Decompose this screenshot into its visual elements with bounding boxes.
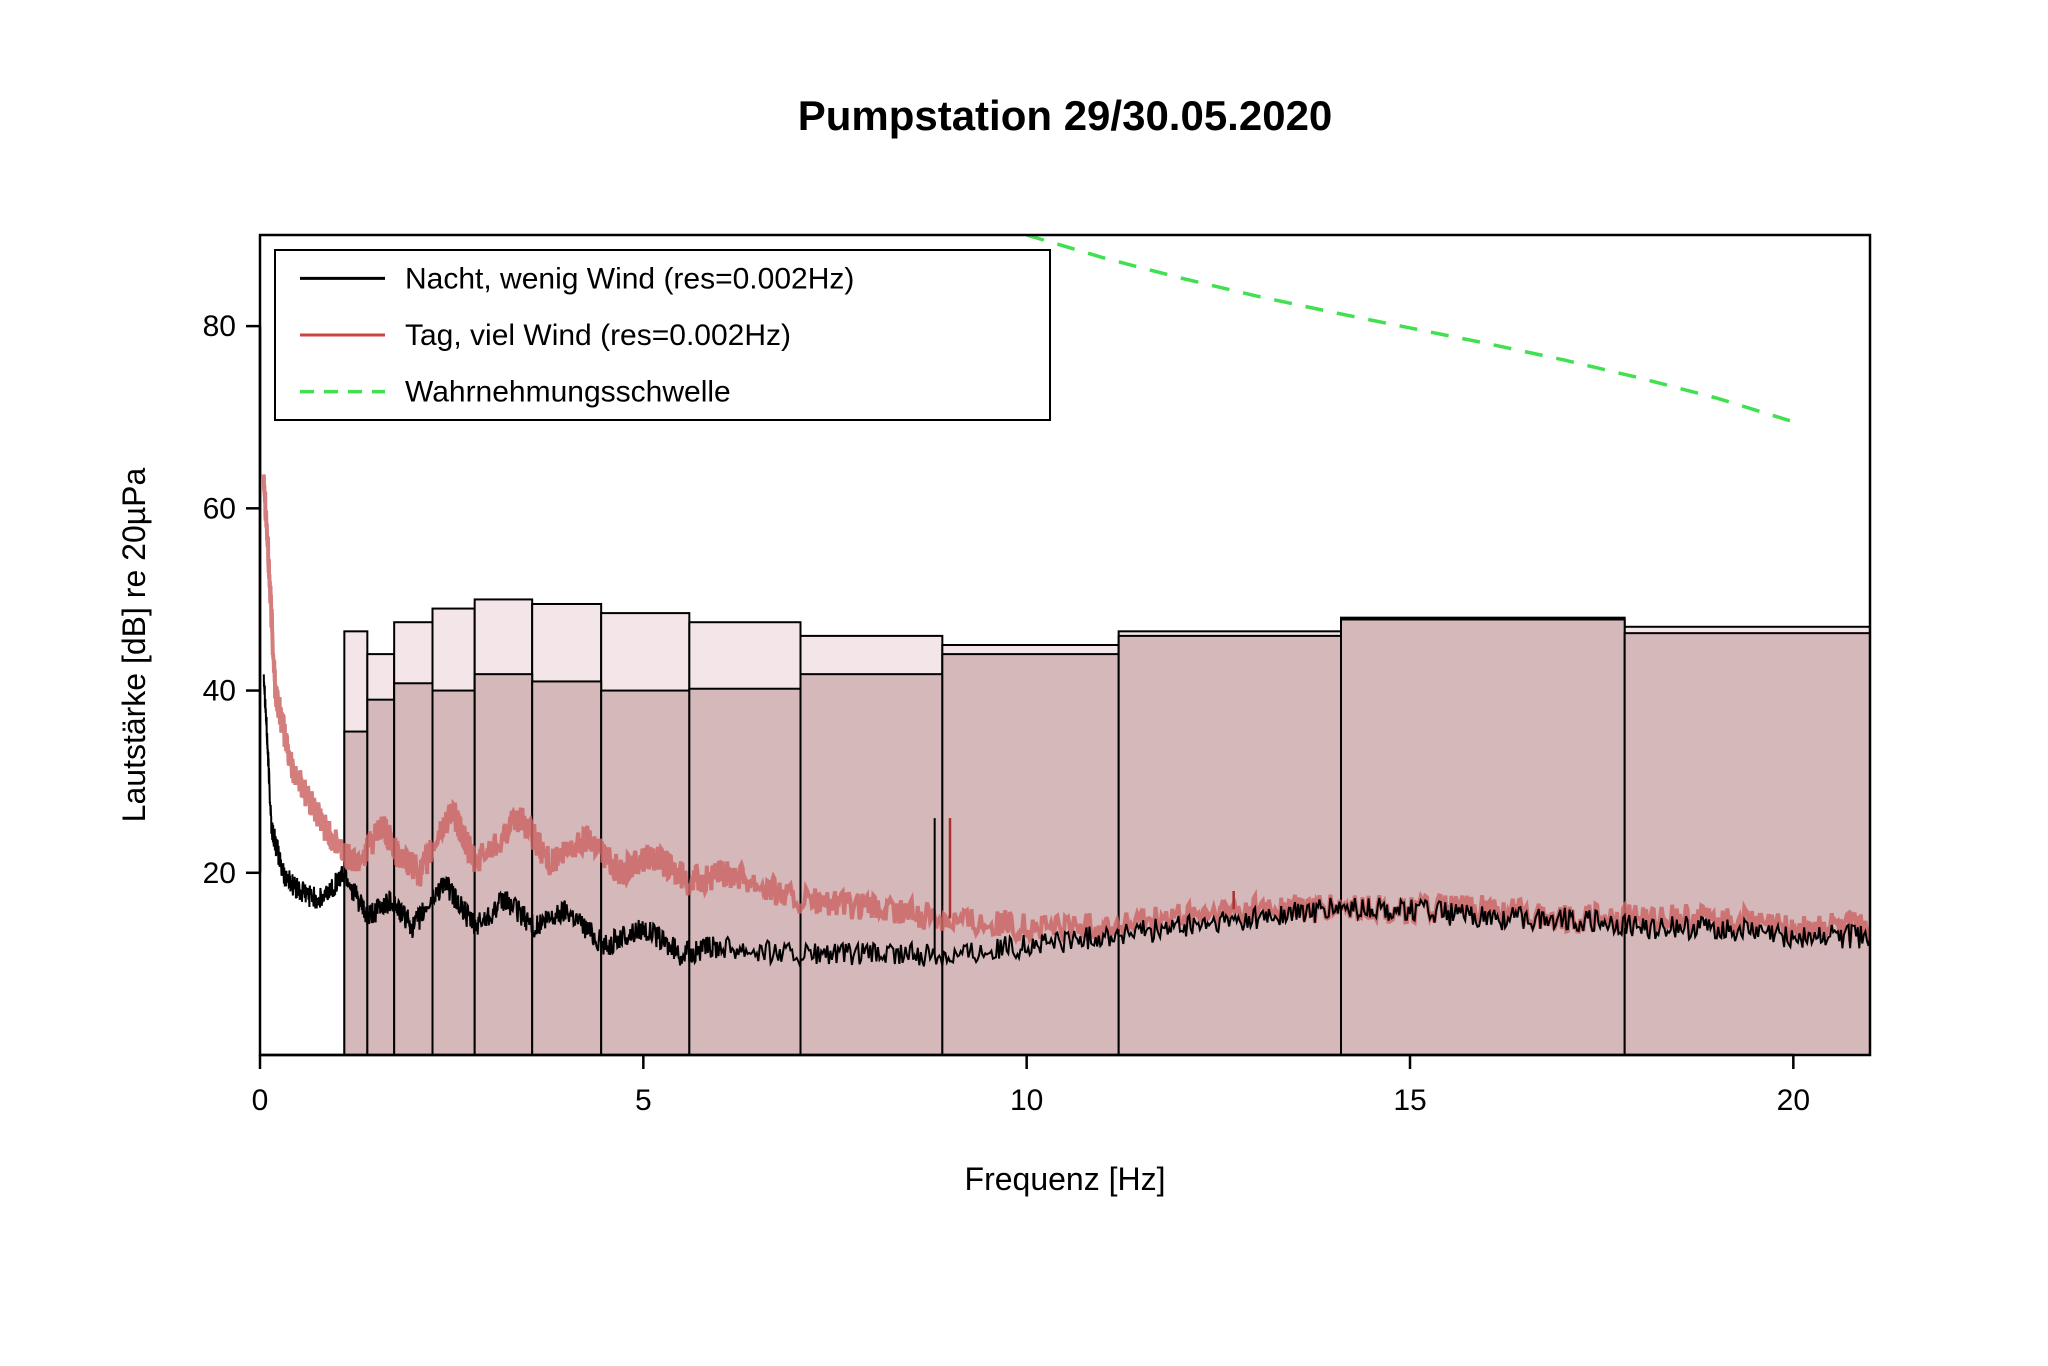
y-axis: 20 40 60 80 bbox=[203, 310, 260, 890]
y-tick-label: 20 bbox=[203, 857, 236, 890]
y-tick-label: 40 bbox=[203, 675, 236, 708]
x-axis-label: Frequenz [Hz] bbox=[965, 1161, 1166, 1197]
bar bbox=[942, 654, 1118, 1055]
y-axis-label: Lautstärke [dB] re 20µPa bbox=[116, 467, 152, 822]
x-tick-label: 10 bbox=[1010, 1084, 1043, 1117]
x-tick-label: 0 bbox=[252, 1084, 269, 1117]
bar bbox=[1341, 619, 1625, 1055]
bar bbox=[532, 681, 601, 1055]
bar bbox=[433, 691, 475, 1055]
x-tick-label: 5 bbox=[635, 1084, 652, 1117]
bar bbox=[1119, 636, 1341, 1055]
bar bbox=[475, 674, 532, 1055]
x-tick-label: 20 bbox=[1777, 1084, 1810, 1117]
bar bbox=[801, 674, 943, 1055]
y-tick-label: 80 bbox=[203, 310, 236, 343]
bar bbox=[1625, 633, 1870, 1055]
chart-title: Pumpstation 29/30.05.2020 bbox=[798, 92, 1333, 139]
chart-container: Pumpstation 29/30.05.2020 0 5 10 15 20 20 40 6… bbox=[0, 0, 2048, 1366]
y-tick-label: 60 bbox=[203, 492, 236, 525]
x-tick-label: 15 bbox=[1393, 1084, 1426, 1117]
legend-label: Wahrnehmungsschwelle bbox=[405, 376, 731, 409]
legend-label: Nacht, wenig Wind (res=0.002Hz) bbox=[405, 262, 854, 295]
legend-label: Tag, viel Wind (res=0.002Hz) bbox=[405, 319, 791, 352]
chart-svg: Pumpstation 29/30.05.2020 0 5 10 15 20 20 40 6… bbox=[0, 0, 2048, 1366]
x-axis: 0 5 10 15 20 bbox=[252, 1055, 1810, 1117]
bars-dark-group bbox=[344, 619, 1870, 1055]
plot-area bbox=[260, 235, 1870, 1055]
bar bbox=[367, 700, 394, 1055]
